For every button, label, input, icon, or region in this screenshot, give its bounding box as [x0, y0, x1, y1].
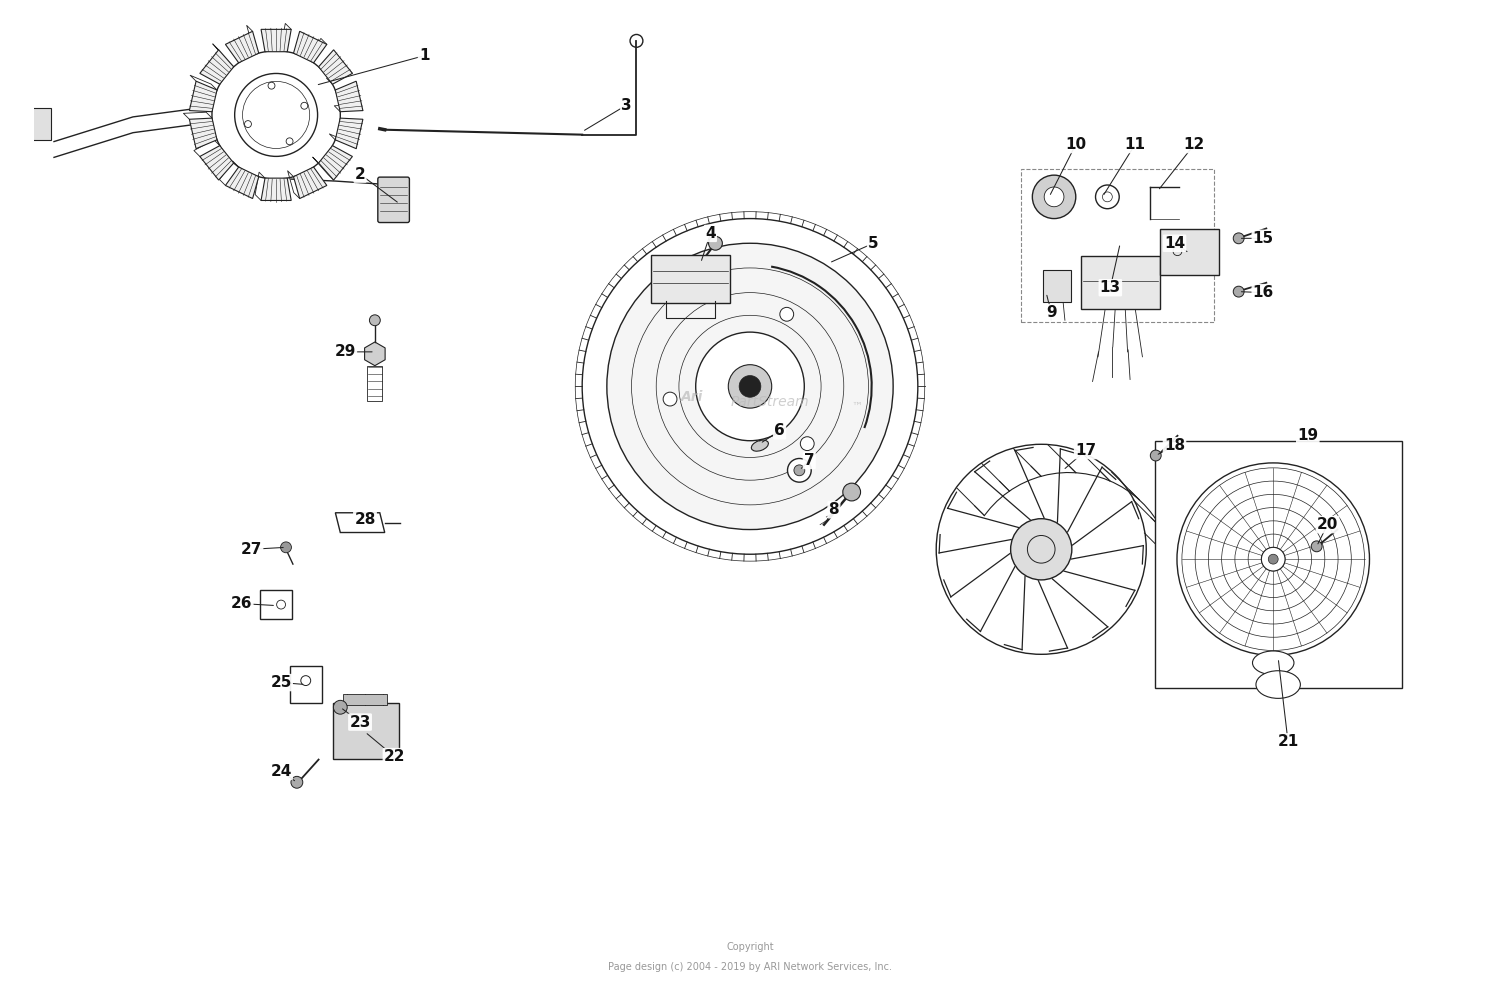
Polygon shape — [318, 50, 352, 84]
Text: 29: 29 — [334, 345, 356, 359]
Text: 6: 6 — [774, 424, 784, 439]
Circle shape — [1044, 187, 1064, 207]
Bar — [368, 365, 382, 401]
Text: 7: 7 — [804, 453, 814, 468]
Text: 27: 27 — [242, 542, 262, 556]
Text: 15: 15 — [1252, 231, 1274, 246]
Circle shape — [801, 437, 814, 450]
FancyBboxPatch shape — [378, 177, 410, 223]
Polygon shape — [318, 146, 352, 180]
Circle shape — [1095, 185, 1119, 209]
Text: 8: 8 — [828, 502, 839, 518]
Circle shape — [1233, 233, 1244, 244]
Circle shape — [663, 392, 676, 406]
Text: 18: 18 — [1164, 439, 1185, 453]
Circle shape — [740, 375, 760, 397]
Ellipse shape — [1011, 519, 1072, 580]
Circle shape — [843, 483, 861, 501]
Text: PartStream: PartStream — [730, 395, 809, 409]
Text: 24: 24 — [270, 764, 292, 779]
Circle shape — [1150, 450, 1161, 461]
Circle shape — [708, 237, 723, 250]
Text: 2: 2 — [354, 166, 366, 181]
Text: ™: ™ — [852, 402, 862, 412]
Circle shape — [780, 307, 794, 321]
Text: 9: 9 — [1046, 305, 1056, 320]
Text: Copyright: Copyright — [726, 942, 774, 952]
Text: 11: 11 — [1125, 137, 1146, 152]
Circle shape — [280, 542, 291, 552]
Polygon shape — [200, 146, 234, 180]
Circle shape — [608, 244, 892, 530]
Polygon shape — [261, 178, 291, 201]
FancyBboxPatch shape — [261, 590, 292, 620]
FancyBboxPatch shape — [333, 703, 399, 758]
Circle shape — [1032, 175, 1076, 219]
Bar — [1155, 441, 1401, 687]
Ellipse shape — [1256, 671, 1300, 698]
Text: 10: 10 — [1065, 137, 1086, 152]
Polygon shape — [364, 342, 386, 365]
Text: Ari: Ari — [681, 390, 703, 404]
Polygon shape — [189, 81, 217, 112]
Polygon shape — [225, 167, 258, 199]
Polygon shape — [261, 30, 291, 51]
Text: 26: 26 — [231, 596, 252, 611]
Text: 25: 25 — [270, 675, 292, 690]
Circle shape — [234, 73, 318, 156]
Text: 3: 3 — [621, 98, 632, 113]
FancyBboxPatch shape — [290, 666, 321, 703]
Circle shape — [333, 700, 346, 714]
FancyBboxPatch shape — [1080, 256, 1160, 310]
Bar — [344, 694, 387, 705]
Text: 22: 22 — [384, 749, 405, 764]
Circle shape — [1262, 547, 1286, 571]
Circle shape — [729, 364, 771, 408]
Polygon shape — [189, 118, 217, 148]
Polygon shape — [294, 32, 327, 62]
Polygon shape — [336, 118, 363, 148]
Bar — [30, 108, 51, 140]
Text: 13: 13 — [1100, 280, 1120, 295]
Text: 4: 4 — [705, 226, 716, 241]
Text: 20: 20 — [1317, 517, 1338, 532]
Circle shape — [1233, 286, 1244, 297]
Polygon shape — [336, 81, 363, 112]
FancyBboxPatch shape — [651, 254, 730, 303]
FancyBboxPatch shape — [1042, 270, 1071, 302]
Circle shape — [1269, 554, 1278, 564]
Text: 14: 14 — [1164, 236, 1185, 250]
Circle shape — [291, 776, 303, 788]
Circle shape — [794, 465, 806, 476]
Text: 17: 17 — [1076, 444, 1096, 458]
Text: 19: 19 — [1298, 429, 1318, 444]
Text: 21: 21 — [1278, 735, 1299, 749]
Text: 1: 1 — [419, 49, 429, 63]
Text: 16: 16 — [1252, 285, 1274, 300]
Ellipse shape — [752, 441, 768, 451]
Text: 5: 5 — [868, 236, 879, 250]
Text: 23: 23 — [350, 715, 370, 730]
Circle shape — [369, 315, 381, 326]
Text: 28: 28 — [354, 512, 375, 528]
Text: 12: 12 — [1184, 137, 1204, 152]
Text: Page design (c) 2004 - 2019 by ARI Network Services, Inc.: Page design (c) 2004 - 2019 by ARI Netwo… — [608, 962, 892, 972]
Circle shape — [696, 332, 804, 441]
Polygon shape — [294, 167, 327, 199]
Circle shape — [788, 458, 812, 482]
Polygon shape — [200, 50, 234, 84]
Bar — [1022, 169, 1214, 322]
Ellipse shape — [1252, 651, 1294, 674]
FancyBboxPatch shape — [1160, 230, 1220, 275]
Polygon shape — [225, 32, 258, 62]
Circle shape — [1311, 541, 1322, 551]
